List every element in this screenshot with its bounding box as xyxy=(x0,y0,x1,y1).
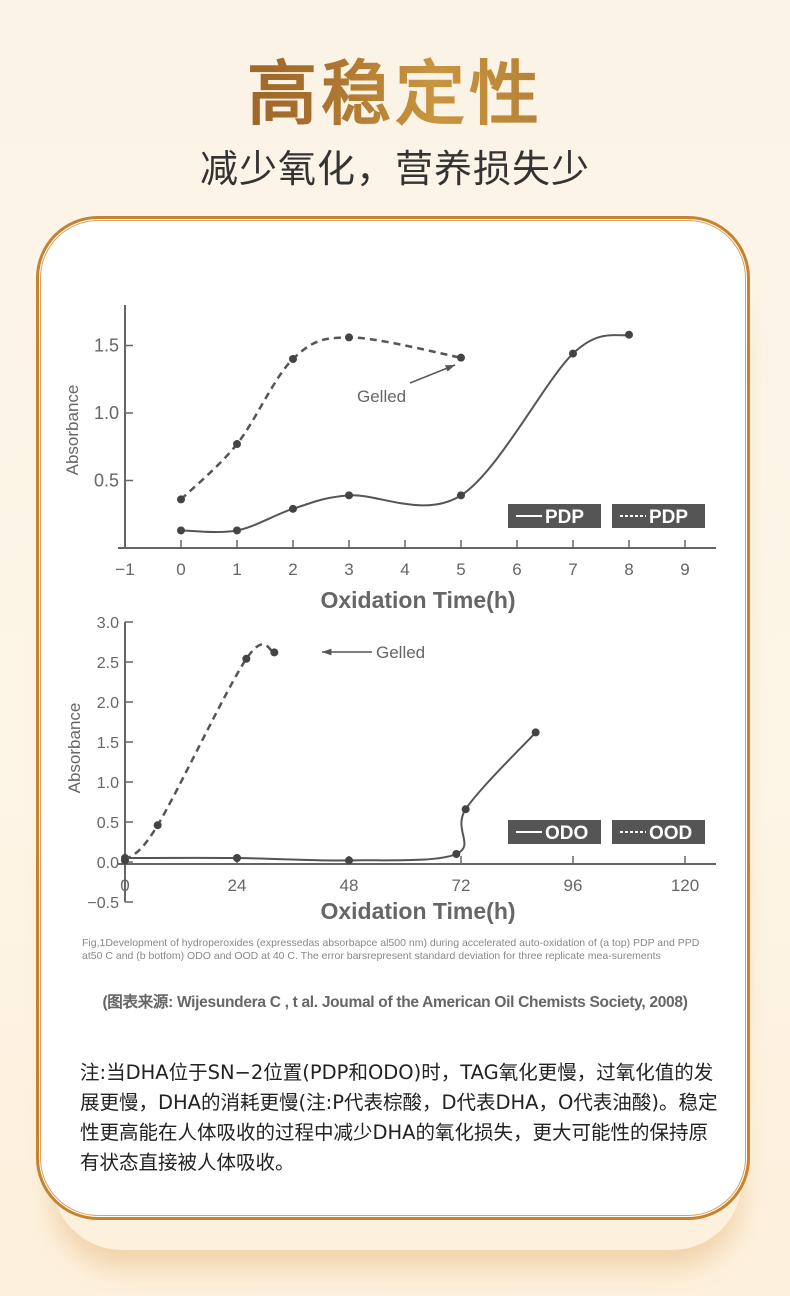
x-tick-label: 1 xyxy=(232,560,241,579)
y-tick-label: 2.0 xyxy=(97,695,119,712)
y-tick-label: 3.0 xyxy=(97,615,119,632)
x-tick-label: 24 xyxy=(228,876,247,895)
y-tick-label: 0.5 xyxy=(94,471,119,491)
y-axis-label: Absorbance xyxy=(63,385,82,476)
page-subtitle: 减少氧化，营养损失少 xyxy=(199,147,590,191)
content-card xyxy=(36,216,750,1220)
annotation-arrowhead-icon xyxy=(445,365,455,372)
data-point-ood-dashed xyxy=(242,654,251,663)
chart-bottom-odo-ood: 0 24 48 72 96 120 3.0 2.5 2.0 1.5 1.0 0.5 0.0 −0.5 Oxi… xyxy=(65,615,716,924)
data-point-pdp-solid xyxy=(289,504,297,513)
data-point-pdp-solid xyxy=(625,330,633,339)
y-tick-label: 1.5 xyxy=(94,336,119,356)
x-axis-label: Oxidation Time(h) xyxy=(320,587,515,613)
x-tick-label: 8 xyxy=(624,560,633,579)
series-line-ood-dashed xyxy=(124,643,275,862)
x-tick-label: 72 xyxy=(452,876,471,895)
chart-top-pdp: −1 0 1 2 3 4 5 6 7 8 9 0.5 1.0 1.5 Oxidation Time(h) Ab… xyxy=(63,305,716,613)
y-tick-label: 0.5 xyxy=(97,815,119,832)
data-point-pdp-solid xyxy=(233,526,241,535)
x-tick-label: 120 xyxy=(671,876,699,895)
x-tick-label: 6 xyxy=(512,560,521,579)
data-point-pdp-solid xyxy=(457,491,465,500)
legend-label: PDP xyxy=(649,507,688,528)
data-point-ood-dashed xyxy=(153,821,162,830)
data-point-odo-solid xyxy=(345,856,354,865)
gelled-annotation: Gelled xyxy=(357,387,406,406)
page-title: 高稳定性 xyxy=(0,38,790,139)
x-tick-label: 0 xyxy=(120,876,129,895)
gelled-annotation: Gelled xyxy=(376,643,425,662)
data-point-pdp-solid xyxy=(177,526,185,535)
legend-label: ODO xyxy=(545,823,588,844)
x-tick-label: 96 xyxy=(564,876,583,895)
y-tick-label: 1.5 xyxy=(97,735,119,752)
data-point-ood-dashed xyxy=(270,648,279,657)
x-tick-label: 0 xyxy=(176,560,185,579)
x-tick-label: −1 xyxy=(115,560,134,579)
data-point-pdp-dashed xyxy=(457,353,465,362)
x-tick-label: 2 xyxy=(288,560,297,579)
note-text: 注:当DHA位于SN−2位置(PDP和ODO)时，TAG氧化更慢，过氧化值的发展… xyxy=(80,1061,718,1174)
data-point-pdp-dashed xyxy=(345,333,353,342)
x-tick-label: 48 xyxy=(340,876,359,895)
data-point-ood-dashed xyxy=(121,856,129,865)
x-tick-label: 3 xyxy=(344,560,353,579)
data-point-pdp-dashed xyxy=(177,495,185,504)
legend-label: PDP xyxy=(545,507,584,528)
data-point-odo-solid xyxy=(233,854,242,862)
series-line-odo-solid xyxy=(124,731,537,862)
y-tick-label: 0.0 xyxy=(97,855,119,872)
x-axis-label: Oxidation Time(h) xyxy=(320,898,515,924)
legend-label: OOD xyxy=(649,823,692,844)
figure-caption: Fig,1Development of hydroperoxides (expr… xyxy=(82,937,700,962)
data-point-pdp-dashed xyxy=(233,440,241,449)
x-tick-label: 9 xyxy=(680,560,689,579)
data-point-pdp-solid xyxy=(345,491,353,500)
y-tick-label: 2.5 xyxy=(97,655,119,672)
y-tick-label: 1.0 xyxy=(94,403,119,423)
x-tick-label: 7 xyxy=(568,560,577,579)
data-point-odo-solid xyxy=(461,805,470,814)
annotation-arrowhead-icon xyxy=(322,648,332,656)
y-axis-label: Absorbance xyxy=(65,703,84,794)
y-tick-label: 1.0 xyxy=(97,775,119,792)
data-point-odo-solid xyxy=(531,728,540,737)
figure-source: (图表来源: Wijesundera C , t al. Joumal of t… xyxy=(102,994,688,1011)
data-point-pdp-solid xyxy=(569,349,577,358)
data-point-pdp-dashed xyxy=(289,355,297,363)
content-card-inner-border xyxy=(40,220,746,1216)
data-point-odo-solid xyxy=(452,850,461,858)
x-tick-label: 4 xyxy=(400,560,409,579)
y-tick-label: −0.5 xyxy=(87,895,119,912)
x-tick-label: 5 xyxy=(456,560,465,579)
